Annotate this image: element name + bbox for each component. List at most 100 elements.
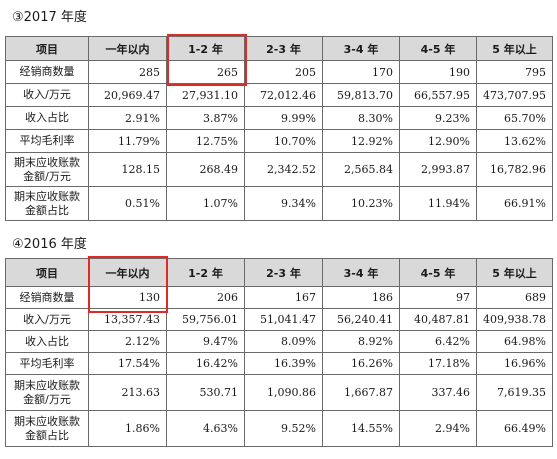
table-row: 期末应收账款金额/万元 213.63 530.71 1,090.86 1,667… xyxy=(5,374,553,411)
table-cell: 16.39% xyxy=(244,352,323,375)
row-label: 期末应收账款金额/万元 xyxy=(5,152,89,187)
dealer-table-2017: 项目 一年以内 1-2 年 2-3 年 3-4 年 4-5 年 5 年以上 经销… xyxy=(5,36,553,221)
row-label: 经销商数量 xyxy=(5,286,89,309)
table-cell: 59,756.01 xyxy=(166,308,245,331)
table-cell: 27,931.10 xyxy=(166,83,245,107)
table-cell: 64.98% xyxy=(476,330,553,353)
table-cell: 268.49 xyxy=(166,152,245,187)
row-label: 期末应收账款金额/万元 xyxy=(5,374,89,411)
dealer-table-2016: 项目 一年以内 1-2 年 2-3 年 3-4 年 4-5 年 5 年以上 经销… xyxy=(5,258,553,447)
table-cell: 13.62% xyxy=(476,129,553,153)
table-row: 收入/万元 20,969.47 27,931.10 72,012.46 59,8… xyxy=(5,83,553,107)
table-row: 平均毛利率 11.79% 12.75% 10.70% 12.92% 12.90%… xyxy=(5,129,553,153)
table-cell: 206 xyxy=(166,286,245,309)
row-label: 收入占比 xyxy=(5,106,89,130)
row-label: 期末应收账款金额占比 xyxy=(5,186,89,221)
table-cell: 128.15 xyxy=(88,152,167,187)
table-cell: 12.90% xyxy=(399,129,477,153)
table-cell: 6.42% xyxy=(399,330,477,353)
table-row: 收入占比 2.91% 3.87% 9.99% 8.30% 9.23% 65.70… xyxy=(5,106,553,130)
table-cell: 130 xyxy=(88,286,167,309)
column-header: 4-5 年 xyxy=(399,258,477,287)
row-label: 经销商数量 xyxy=(5,60,89,84)
table-row: 经销商数量 285 265 205 170 190 795 xyxy=(5,60,553,84)
table-cell: 4.63% xyxy=(166,410,245,447)
table-cell: 337.46 xyxy=(399,374,477,411)
column-header: 5 年以上 xyxy=(476,36,553,61)
table-cell: 1.86% xyxy=(88,410,167,447)
column-header: 一年以内 xyxy=(88,258,167,287)
table-cell: 2,342.52 xyxy=(244,152,323,187)
table-cell: 9.34% xyxy=(244,186,323,221)
table-cell: 16.96% xyxy=(476,352,553,375)
table-cell: 2.12% xyxy=(88,330,167,353)
table-row: 期末应收账款金额占比 0.51% 1.07% 9.34% 10.23% 11.9… xyxy=(5,186,553,221)
table-cell: 9.23% xyxy=(399,106,477,130)
table-row: 平均毛利率 17.54% 16.42% 16.39% 16.26% 17.18%… xyxy=(5,352,553,375)
table-cell: 10.70% xyxy=(244,129,323,153)
table-cell: 51,041.47 xyxy=(244,308,323,331)
table-cell: 3.87% xyxy=(166,106,245,130)
column-header: 一年以内 xyxy=(88,36,167,61)
column-header: 项目 xyxy=(5,258,89,287)
table-cell: 17.54% xyxy=(88,352,167,375)
row-label: 收入占比 xyxy=(5,330,89,353)
table-cell: 13,357.43 xyxy=(88,308,167,331)
table-cell: 8.30% xyxy=(322,106,400,130)
table-cell: 97 xyxy=(399,286,477,309)
row-label: 期末应收账款金额占比 xyxy=(5,410,89,447)
table-cell: 16.26% xyxy=(322,352,400,375)
table-cell: 167 xyxy=(244,286,323,309)
table-cell: 795 xyxy=(476,60,553,84)
row-label: 收入/万元 xyxy=(5,83,89,107)
table-cell: 2,993.87 xyxy=(399,152,477,187)
table-cell: 2.94% xyxy=(399,410,477,447)
table-cell: 186 xyxy=(322,286,400,309)
table-cell: 66,557.95 xyxy=(399,83,477,107)
row-label: 平均毛利率 xyxy=(5,352,89,375)
column-header: 3-4 年 xyxy=(322,36,400,61)
table-cell: 8.92% xyxy=(322,330,400,353)
row-label: 收入/万元 xyxy=(5,308,89,331)
column-header: 1-2 年 xyxy=(166,36,245,61)
table-header-row: 项目 一年以内 1-2 年 2-3 年 3-4 年 4-5 年 5 年以上 xyxy=(5,36,553,61)
table-cell: 12.75% xyxy=(166,129,245,153)
table-cell: 9.47% xyxy=(166,330,245,353)
table-row: 期末应收账款金额/万元 128.15 268.49 2,342.52 2,565… xyxy=(5,152,553,187)
section-title-2017: ③2017 年度 xyxy=(12,10,87,25)
table-cell: 9.99% xyxy=(244,106,323,130)
table-cell: 11.94% xyxy=(399,186,477,221)
table-cell: 66.91% xyxy=(476,186,553,221)
table-cell: 1.07% xyxy=(166,186,245,221)
column-header: 5 年以上 xyxy=(476,258,553,287)
column-header: 1-2 年 xyxy=(166,258,245,287)
table-row: 经销商数量 130 206 167 186 97 689 xyxy=(5,286,553,309)
table-cell: 16.42% xyxy=(166,352,245,375)
column-header: 2-3 年 xyxy=(244,36,323,61)
table-row: 期末应收账款金额占比 1.86% 4.63% 9.52% 14.55% 2.94… xyxy=(5,410,553,447)
table-cell: 14.55% xyxy=(322,410,400,447)
table-cell: 9.52% xyxy=(244,410,323,447)
table-cell: 213.63 xyxy=(88,374,167,411)
table-cell: 689 xyxy=(476,286,553,309)
section-title-2016: ④2016 年度 xyxy=(12,237,87,252)
table-cell: 265 xyxy=(166,60,245,84)
table-cell: 8.09% xyxy=(244,330,323,353)
table-cell: 473,707.95 xyxy=(476,83,553,107)
table-cell: 17.18% xyxy=(399,352,477,375)
table-cell: 11.79% xyxy=(88,129,167,153)
table-cell: 190 xyxy=(399,60,477,84)
column-header: 4-5 年 xyxy=(399,36,477,61)
table-cell: 530.71 xyxy=(166,374,245,411)
table-cell: 66.49% xyxy=(476,410,553,447)
table-cell: 40,487.81 xyxy=(399,308,477,331)
table-header-row: 项目 一年以内 1-2 年 2-3 年 3-4 年 4-5 年 5 年以上 xyxy=(5,258,553,287)
table-cell: 72,012.46 xyxy=(244,83,323,107)
row-label: 平均毛利率 xyxy=(5,129,89,153)
table-cell: 16,782.96 xyxy=(476,152,553,187)
table-cell: 205 xyxy=(244,60,323,84)
table-cell: 56,240.41 xyxy=(322,308,400,331)
table-row: 收入/万元 13,357.43 59,756.01 51,041.47 56,2… xyxy=(5,308,553,331)
column-header: 2-3 年 xyxy=(244,258,323,287)
table-cell: 409,938.78 xyxy=(476,308,553,331)
